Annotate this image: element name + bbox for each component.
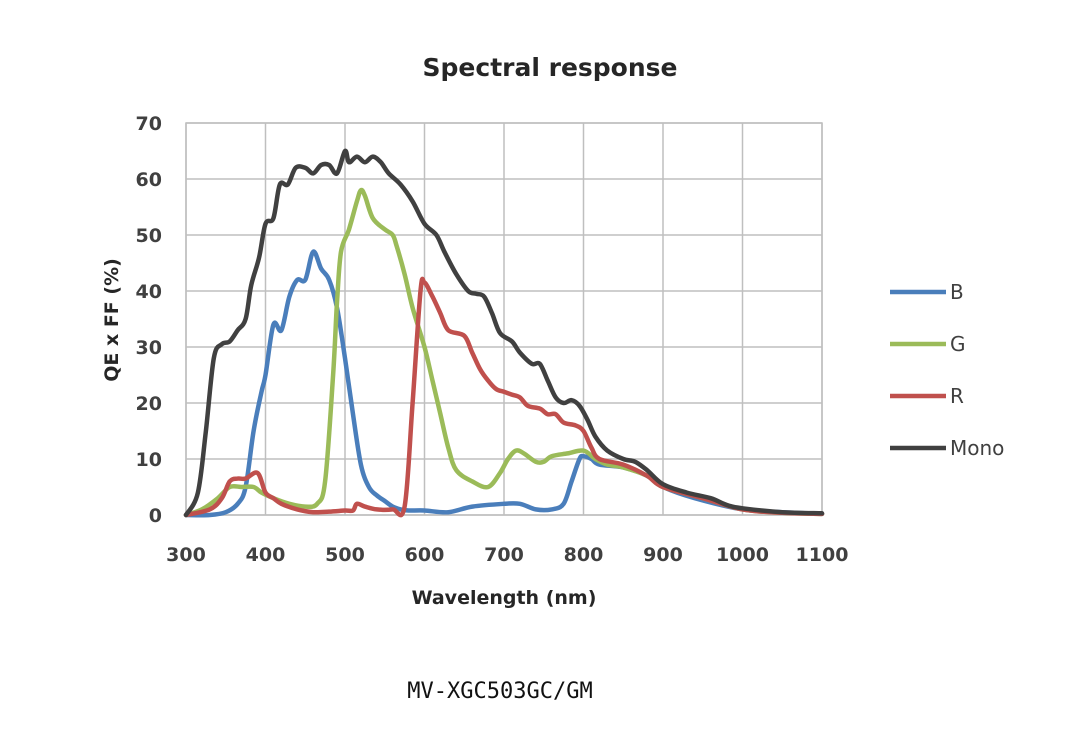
y-tick-label-7: 70 — [136, 113, 162, 135]
y-tick-label-4: 40 — [136, 281, 162, 303]
y-tick-label-6: 60 — [136, 169, 162, 191]
legend-label-r: R — [950, 384, 964, 408]
y-tick-label-3: 30 — [136, 337, 162, 359]
x-axis-label: Wavelength (nm) — [412, 587, 597, 609]
y-tick-label-1: 10 — [136, 449, 162, 471]
series-line-r — [183, 276, 825, 518]
x-tick-label-7: 1000 — [716, 544, 769, 566]
model-caption: MV-XGC503GC/GM — [407, 679, 592, 704]
x-tick-label-0: 300 — [166, 544, 206, 566]
legend-label-mono: Mono — [950, 436, 1004, 460]
tick-labels: 300 400 500 600 700 800 900 1000 1100 0 10 20 30 40 50… — [136, 113, 849, 566]
legend-label-b: B — [950, 280, 964, 304]
series-line-g — [183, 187, 825, 518]
plot-frame — [185, 122, 823, 516]
x-tick-label-5: 800 — [564, 544, 604, 566]
x-tick-label-4: 700 — [484, 544, 524, 566]
x-tick-label-2: 500 — [325, 544, 365, 566]
y-tick-label-0: 0 — [149, 505, 162, 527]
grid — [185, 122, 823, 516]
series-line-b — [183, 249, 825, 518]
x-tick-label-8: 1100 — [796, 544, 849, 566]
series-line-mono — [183, 148, 825, 518]
x-tick-label-3: 600 — [405, 544, 445, 566]
chart-title: Spectral response — [423, 53, 678, 82]
x-tick-label-1: 400 — [246, 544, 286, 566]
x-tick-label-6: 900 — [643, 544, 683, 566]
series-lines — [183, 148, 825, 518]
legend: B G R Mono — [890, 280, 1004, 460]
legend-label-g: G — [950, 332, 966, 356]
y-tick-label-5: 50 — [136, 225, 162, 247]
y-tick-label-2: 20 — [136, 393, 162, 415]
y-axis-label: QE x FF (%) — [101, 258, 123, 382]
